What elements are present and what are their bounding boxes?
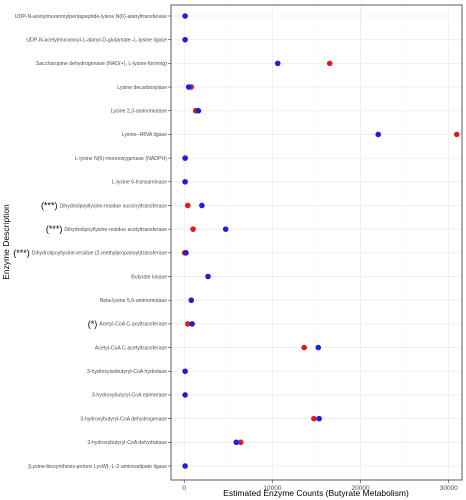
y-tick-label: Acetyl-CoA C-acetyltransferase — [95, 345, 167, 351]
y-tick-label: Lysine--tRNA ligase — [122, 132, 167, 138]
significance-marker: (***) — [46, 224, 63, 234]
point-series-b — [182, 13, 188, 19]
point-series-b — [182, 368, 188, 375]
y-tick-label: UDP-N-acetylmuramoyl-L-alanyl-D-glutamat… — [26, 37, 167, 43]
point-series-b — [185, 84, 192, 90]
y-tick-label: 3-hydroxybutyryl-CoA dehydrogenase — [80, 416, 167, 422]
significance-markers: (***) (***) (***) (*) — [13, 200, 97, 328]
point-series-b — [315, 344, 322, 351]
point-series-a — [237, 439, 244, 446]
point-series-b — [316, 415, 322, 422]
x-tick-label: 10000 — [263, 485, 281, 492]
x-tick-label: 20000 — [352, 485, 370, 492]
point-series-b — [199, 202, 205, 209]
point-series-b — [189, 321, 195, 327]
point-series-a — [311, 415, 317, 422]
point-series-a — [190, 226, 196, 232]
point-series-b — [182, 36, 188, 43]
y-tick-label: Beta-lysine 5,6-aminomutase — [100, 298, 167, 304]
y-tick-label: Dihydrolipoyllysine-residue (2-methylpro… — [32, 251, 167, 257]
y-tick-label: Saccharopine dehydrogenase (NAD(+), L-ly… — [36, 61, 167, 67]
point-series-b — [188, 297, 195, 304]
y-tick-label: UDP-N-acetylmuramoylpentapeptide-lysine … — [15, 14, 167, 20]
point-series-b — [233, 439, 240, 446]
y-tick-label: Dihydrolipoyllysine-residue acetyltransf… — [64, 227, 167, 233]
point-series-b — [375, 131, 382, 138]
x-tick-label: 30000 — [440, 485, 458, 492]
significance-marker: (***) — [13, 248, 30, 258]
point-series-b — [183, 250, 189, 256]
significance-marker: (*) — [88, 319, 98, 329]
point-series-b — [274, 60, 281, 67]
point-series-b — [182, 178, 188, 185]
y-axis-title: Enzyme Description — [1, 204, 11, 280]
point-series-b — [182, 463, 188, 469]
y-tick-label: L-lysine 6-transaminase — [112, 180, 167, 186]
y-tick-label: 3-hydroxyisobutyryl-CoA hydrolase — [87, 369, 167, 375]
x-tick-label: 0 — [182, 485, 186, 492]
y-tick-labels: UDP-N-acetylmuramoylpentapeptide-lysine … — [15, 14, 171, 470]
point-series-b — [182, 155, 188, 161]
x-axis-title: Estimated Enzyme Counts (Butyrate Metabo… — [223, 488, 409, 498]
y-tick-label: 3-hydroxybutyryl-CoA epimerase — [92, 393, 167, 399]
point-series-a — [184, 321, 191, 327]
point-series-a — [184, 202, 191, 209]
point-series-b — [205, 273, 211, 280]
plot-panel — [170, 4, 463, 481]
point-series-a — [453, 131, 460, 138]
point-series-b — [182, 392, 188, 398]
point-series-b — [222, 226, 229, 232]
data-points — [181, 13, 460, 469]
y-tick-label: [Lysine-biosynthesis-protein LysW]--L-2-… — [28, 464, 167, 470]
y-tick-label: Butyrate kinase — [131, 274, 167, 280]
y-tick-label: L-lysine N(6)-monooxygenase (NADPH) — [75, 156, 168, 162]
y-tick-label: Dihydrolipoyllysine-residue succinyltran… — [59, 203, 167, 209]
point-series-a — [301, 344, 307, 351]
point-series-b — [195, 107, 202, 114]
y-tick-label: 3-hydroxybutyryl-CoA dehydratase — [87, 440, 167, 446]
grid — [171, 5, 462, 480]
y-tick-label: Lysine 2,3-aminomutase — [111, 109, 167, 115]
point-series-a — [326, 60, 333, 67]
y-tick-label: Lysine decarboxylase — [117, 85, 167, 91]
significance-marker: (***) — [41, 200, 58, 210]
x-tick-labels: 0 10000 20000 30000 — [182, 480, 458, 492]
y-tick-label: Acetyl-CoA C-acyltransferase — [99, 322, 167, 328]
